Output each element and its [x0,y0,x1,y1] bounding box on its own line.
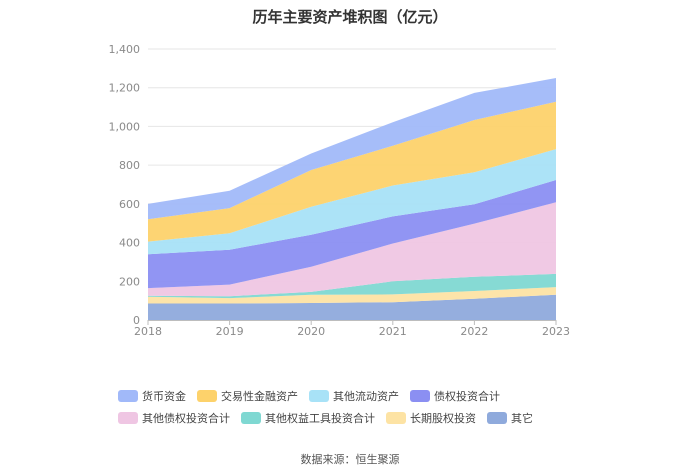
x-tick-label: 2020 [297,325,325,338]
y-tick-label: 400 [119,237,140,250]
legend-item[interactable]: 其他权益工具投资合计 [241,411,375,425]
chart-title: 历年主要资产堆积图（亿元） [252,8,448,26]
y-tick-label: 1,200 [109,82,141,95]
x-tick-label: 2023 [542,325,570,338]
legend-label: 其他权益工具投资合计 [265,412,375,425]
y-tick-label: 600 [119,198,140,211]
legend-label: 交易性金融资产 [221,390,298,403]
legend-item[interactable]: 其他债权投资合计 [118,411,230,425]
x-tick-label: 2018 [134,325,162,338]
legend-label: 其他债权投资合计 [142,412,230,425]
legend-label: 货币资金 [142,390,186,403]
legend: 货币资金 交易性金融资产 其他流动资产 债权投资合计其他债权投资合计 其他权益工具投资合… [118,389,598,425]
area-series-0 [148,294,556,320]
legend-swatch [487,412,507,424]
x-tick-label: 2019 [216,325,244,338]
axes: 0 200 400 600 800 1,000 1,200 1,400 2018 2019 2020… [109,43,571,338]
legend-swatch [241,412,261,424]
legend-label: 其他流动资产 [333,390,399,403]
legend-label: 债权投资合计 [434,390,500,403]
data-source: 数据来源：恒生聚源 [300,453,400,466]
x-tick-label: 2021 [379,325,407,338]
area-series-4 [148,180,556,289]
legend-label: 长期股权投资 [410,412,476,425]
area-series-6 [148,101,556,242]
legend-swatch [118,390,138,402]
legend-item[interactable]: 长期股权投资 [386,411,476,425]
area-series [148,78,556,320]
area-series-3 [148,202,556,297]
legend-swatch [197,390,217,402]
legend-item[interactable]: 交易性金融资产 [197,389,298,403]
x-tick-label: 2022 [460,325,488,338]
legend-item[interactable]: 其它 [487,411,533,425]
y-tick-label: 200 [119,275,140,288]
area-series-5 [148,149,556,255]
legend-swatch [118,412,138,424]
area-series-7 [148,78,556,220]
area-series-2 [148,273,556,299]
legend-item[interactable]: 其他流动资产 [309,389,399,403]
legend-swatch [309,390,329,402]
legend-item[interactable]: 货币资金 [118,389,186,403]
y-tick-label: 1,400 [109,43,141,56]
legend-swatch [410,390,430,402]
y-tick-label: 1,000 [109,120,141,133]
y-tick-label: 0 [133,314,140,327]
legend-item[interactable]: 债权投资合计 [410,389,500,403]
y-tick-label: 800 [119,159,140,172]
legend-swatch [386,412,406,424]
area-series-1 [148,287,556,304]
legend-label: 其它 [511,412,533,425]
